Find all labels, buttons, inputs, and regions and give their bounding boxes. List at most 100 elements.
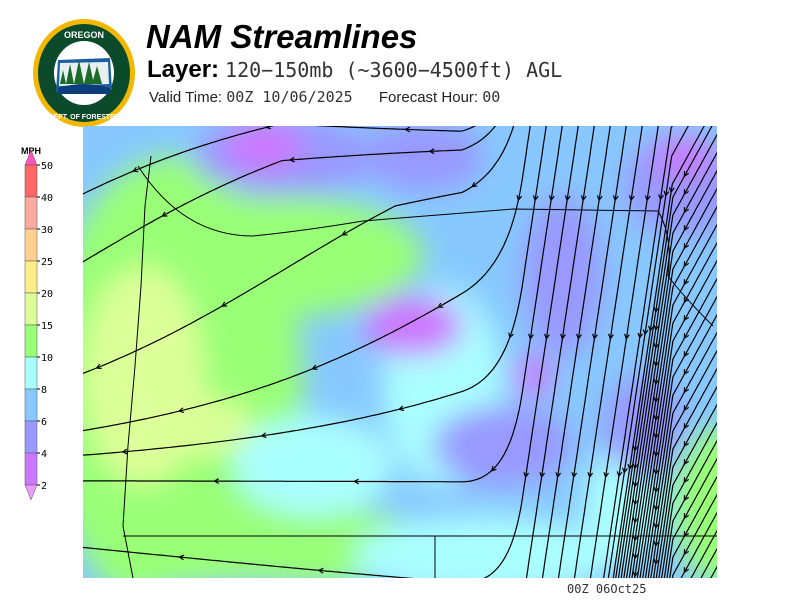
- streamline-arrow-icon: [555, 472, 562, 479]
- streamline: [663, 439, 717, 578]
- streamline-arrow-icon: [311, 364, 318, 370]
- streamline: [612, 126, 705, 578]
- streamline-arrow-icon: [612, 195, 619, 202]
- streamline: [690, 529, 717, 578]
- legend-tick-label: 8: [41, 385, 47, 396]
- streamline: [83, 126, 563, 483]
- streamline-arrow-icon: [637, 332, 644, 339]
- streamline-arrow-icon: [95, 363, 102, 370]
- streamline-arrow-icon: [632, 445, 639, 452]
- streamline-arrow-icon: [683, 549, 690, 556]
- streamline-arrow-icon: [560, 333, 566, 340]
- washington-oregon-border: [137, 165, 659, 237]
- legend-swatch: [24, 324, 38, 358]
- streamline-arrow-icon: [653, 504, 660, 512]
- streamline-arrow-icon: [683, 459, 690, 466]
- streamline-arrow-icon: [653, 396, 660, 404]
- legend-swatch: [24, 228, 38, 262]
- wind-speed-field: [83, 126, 717, 578]
- legend-tick-label: 25: [41, 257, 53, 268]
- layer-value: 120−150mb (~3600−4500ft) AGL: [225, 58, 563, 82]
- streamline-arrow-icon: [683, 423, 690, 430]
- streamline-arrow-icon: [683, 207, 690, 214]
- streamline-arrow-icon: [616, 471, 623, 478]
- streamline: [617, 133, 717, 578]
- streamline-arrow-icon: [437, 302, 444, 308]
- legend-swatch: [24, 164, 38, 198]
- streamline: [83, 126, 547, 456]
- valid-time-info: Valid Time: 00Z 10/06/2025 Forecast Hour…: [149, 88, 500, 106]
- streamline: [631, 223, 717, 578]
- streamline-arrow-icon: [683, 387, 690, 394]
- streamline-arrow-icon: [683, 369, 690, 376]
- legend-tick-label: 15: [41, 321, 53, 332]
- streamline-arrow-icon: [528, 333, 534, 340]
- legend-tick-label: 10: [41, 353, 53, 364]
- streamline-arrow-icon: [632, 517, 639, 524]
- streamline-arrow-icon: [683, 243, 690, 250]
- streamline-arrow-icon: [683, 513, 690, 520]
- state-borders: [122, 155, 717, 578]
- layer-label: Layer:: [147, 56, 220, 83]
- legend-swatch: [24, 260, 38, 294]
- streamline-arrow-icon: [668, 187, 675, 194]
- streamline-arrow-icon: [576, 333, 582, 340]
- streamline-arrow-icon: [627, 463, 634, 471]
- streamline-arrow-icon: [592, 333, 598, 340]
- streamline: [83, 126, 579, 578]
- streamline: [83, 126, 515, 375]
- streamline: [661, 421, 717, 578]
- oregon-department-of-forestry-logo: OREGON DEPT. OF FORESTRY: [33, 19, 135, 127]
- streamline-arrow-icon: [341, 230, 348, 236]
- streamline-arrow-icon: [653, 450, 660, 458]
- page-title: NAM Streamlines: [146, 18, 418, 55]
- idaho-border: [657, 210, 714, 327]
- streamline-arrow-icon: [608, 333, 614, 340]
- streamline-arrow-icon: [683, 441, 690, 448]
- streamline-arrow-icon: [288, 156, 295, 163]
- streamline-arrow-icon: [653, 324, 660, 332]
- streamline-arrow-icon: [683, 189, 690, 196]
- legend-swatch: [24, 420, 38, 454]
- streamline-arrow-icon: [653, 558, 660, 566]
- streamline: [642, 295, 717, 578]
- streamline-arrow-icon: [683, 567, 690, 574]
- streamline-arrow-icon: [121, 448, 128, 455]
- streamline-arrow-icon: [653, 378, 660, 386]
- streamline-arrow-icon: [663, 190, 670, 197]
- streamline: [647, 331, 717, 578]
- streamline-arrow-icon: [642, 329, 649, 336]
- streamline: [700, 547, 717, 578]
- legend-tick-label: 30: [41, 225, 53, 236]
- streamline: [652, 367, 717, 578]
- forecast-hour-label: Forecast Hour:: [378, 89, 479, 106]
- streamline-arrow-icon: [653, 486, 660, 494]
- streamline-arrow-icon: [264, 126, 272, 130]
- coastline: [122, 155, 152, 578]
- streamline-arrow-icon: [632, 463, 639, 470]
- streamline: [636, 259, 717, 578]
- streamline: [83, 126, 531, 432]
- streamline-arrow-icon: [132, 166, 139, 173]
- valid-time-value: 00Z 10/06/2025: [226, 88, 353, 106]
- streamline-arrow-icon: [683, 405, 690, 412]
- streamline-arrow-icon: [653, 306, 660, 314]
- model-run-stamp: 00Z 06Oct25: [567, 582, 647, 596]
- streamline-arrow-icon: [523, 472, 530, 479]
- streamline-arrow-icon: [683, 477, 690, 484]
- streamline-arrow-icon: [596, 195, 603, 202]
- streamline-arrow-icon: [653, 432, 660, 440]
- streamline-arrow-icon: [544, 333, 550, 340]
- streamline-arrow-icon: [683, 315, 690, 322]
- streamline-arrow-icon: [653, 360, 660, 368]
- streamline-arrow-icon: [490, 465, 497, 472]
- streamline-arrow-icon: [548, 195, 555, 202]
- streamline-arrow-icon: [178, 554, 185, 561]
- legend-swatch: [24, 388, 38, 422]
- streamline-arrow-icon: [683, 261, 690, 268]
- legend-swatch: [24, 452, 38, 486]
- streamline-arrow-icon: [632, 481, 639, 488]
- streamline-arrow-icon: [683, 351, 690, 358]
- streamline-arrow-icon: [632, 499, 639, 506]
- streamline-arrow-icon: [628, 195, 635, 202]
